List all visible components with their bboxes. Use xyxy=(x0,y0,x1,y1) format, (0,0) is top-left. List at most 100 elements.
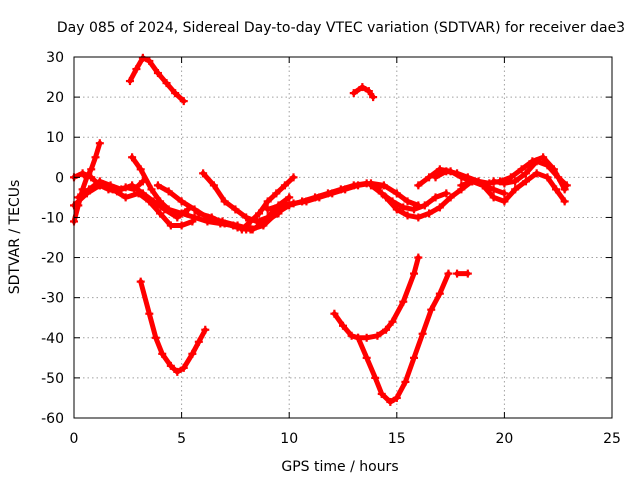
data-point xyxy=(246,217,255,226)
series-arc-15 xyxy=(237,173,298,234)
data-point xyxy=(489,185,498,194)
data-point xyxy=(177,221,186,230)
y-tick-label: 30 xyxy=(46,50,64,66)
data-point xyxy=(500,179,509,188)
x-tick-label: 10 xyxy=(280,431,298,447)
data-point xyxy=(418,329,427,338)
data-point xyxy=(431,173,440,182)
data-point xyxy=(171,89,180,98)
data-point xyxy=(442,189,451,198)
series-arc-16 xyxy=(263,179,423,214)
data-point xyxy=(201,325,210,334)
data-point xyxy=(420,201,429,210)
y-tick-label: -40 xyxy=(41,331,64,347)
data-point xyxy=(220,197,229,206)
x-tick-label: 20 xyxy=(495,431,513,447)
data-point xyxy=(435,203,444,212)
data-point xyxy=(442,167,451,176)
y-tick-label: -20 xyxy=(41,251,64,267)
data-point xyxy=(188,349,197,358)
data-point xyxy=(457,181,466,190)
data-point xyxy=(95,139,104,148)
data-point xyxy=(410,353,419,362)
data-point xyxy=(207,213,216,222)
data-point xyxy=(468,177,477,186)
data-point xyxy=(435,165,444,174)
data-point xyxy=(349,89,358,98)
data-point xyxy=(463,269,472,278)
data-point xyxy=(263,213,272,222)
data-point xyxy=(539,153,548,162)
data-point xyxy=(164,205,173,214)
data-point xyxy=(521,169,530,178)
chart-title: Day 085 of 2024, Sidereal Day-to-day VTE… xyxy=(57,20,625,36)
data-point xyxy=(285,193,294,202)
x-tick-label: 0 xyxy=(70,431,79,447)
data-point xyxy=(386,397,395,406)
data-point xyxy=(453,269,462,278)
data-point xyxy=(339,321,347,330)
x-tick-label: 15 xyxy=(388,431,406,447)
y-tick-label: -50 xyxy=(41,371,64,387)
data-point xyxy=(87,173,96,182)
data-point xyxy=(403,197,412,206)
data-point xyxy=(179,97,188,106)
data-point xyxy=(552,185,561,194)
data-point xyxy=(392,189,401,198)
data-point xyxy=(128,181,137,190)
data-point xyxy=(151,333,160,342)
data-point xyxy=(410,269,419,278)
data-point xyxy=(85,185,94,194)
data-point xyxy=(153,69,162,78)
data-point xyxy=(485,179,494,188)
data-point xyxy=(106,181,115,190)
data-point xyxy=(145,57,154,66)
data-point xyxy=(91,153,100,162)
axis-ticks xyxy=(73,56,613,419)
data-point xyxy=(399,297,408,306)
series-line xyxy=(355,271,451,405)
data-point xyxy=(199,169,208,178)
data-point xyxy=(371,373,380,382)
data-point xyxy=(173,213,182,222)
data-point xyxy=(388,317,397,326)
data-point xyxy=(231,205,240,214)
data-point xyxy=(435,289,444,298)
data-point xyxy=(543,161,552,170)
data-point xyxy=(117,185,126,194)
data-point xyxy=(166,361,175,370)
data-point xyxy=(511,177,520,186)
data-point xyxy=(521,177,530,186)
data-point xyxy=(362,333,371,342)
data-point xyxy=(138,53,147,62)
y-axis-label: SDTVAR / TECUs xyxy=(7,180,23,295)
data-point xyxy=(156,209,165,218)
data-point xyxy=(78,169,87,178)
series-arc-05 xyxy=(354,269,453,406)
data-point xyxy=(414,181,423,190)
data-point xyxy=(128,153,137,162)
data-point xyxy=(517,165,526,174)
series-line xyxy=(138,279,208,375)
data-point xyxy=(382,193,391,202)
data-point xyxy=(255,209,264,218)
data-point xyxy=(162,79,171,88)
x-tick-labels: 0 5 10 15 20 25 xyxy=(70,431,621,447)
y-tick-label: 10 xyxy=(46,130,64,146)
x-tick-label: 25 xyxy=(603,431,621,447)
series-arc-03 xyxy=(349,83,378,102)
plot-frame xyxy=(73,56,613,419)
data-point xyxy=(289,199,298,208)
data-point xyxy=(190,213,199,222)
data-point xyxy=(399,203,408,212)
data-point xyxy=(315,193,324,202)
data-point xyxy=(362,353,371,362)
data-point xyxy=(554,173,563,182)
data-point xyxy=(478,181,487,190)
data-point xyxy=(444,269,453,278)
data-point xyxy=(347,331,356,340)
data-point xyxy=(377,189,386,198)
data-point xyxy=(358,83,367,92)
data-point xyxy=(354,181,363,190)
x-axis-label: GPS time / hours xyxy=(281,459,398,475)
